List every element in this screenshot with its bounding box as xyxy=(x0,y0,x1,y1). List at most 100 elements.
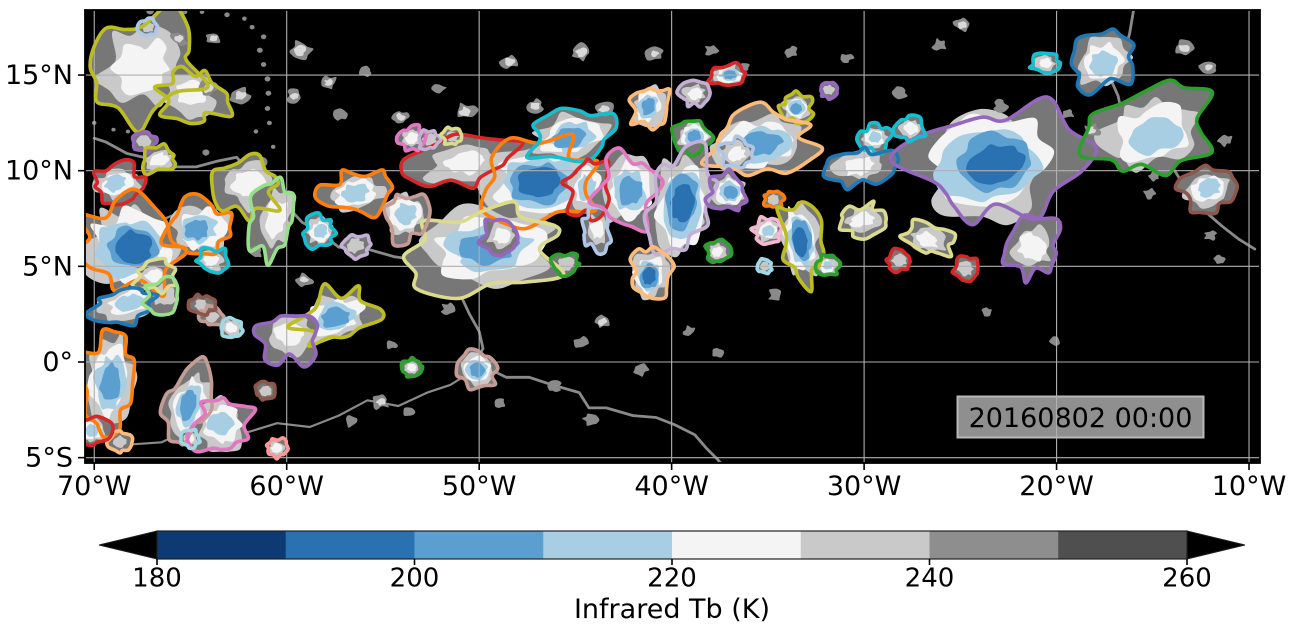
cluster-outline-blue xyxy=(1069,27,1136,97)
cloud-fill xyxy=(1128,117,1184,156)
colorbar-tick-label: 260 xyxy=(1162,563,1212,593)
cluster-outline-red xyxy=(950,254,980,284)
x-tick-label: 70°W xyxy=(57,471,132,502)
cluster-outline-peach xyxy=(104,429,135,455)
timestamp-text: 20160802 00:00 xyxy=(969,403,1193,434)
cluster-outline-magenta xyxy=(185,395,258,454)
cloud-fragment xyxy=(1217,134,1233,148)
cloud-fill xyxy=(723,185,738,200)
cloud-fill xyxy=(641,97,655,116)
cluster-outline-olive xyxy=(286,282,386,348)
cloud-fill xyxy=(670,184,696,223)
cloud-fragment-core xyxy=(958,21,967,30)
cluster-outline-khaki xyxy=(837,199,889,241)
cluster-outline-purple xyxy=(888,95,1099,227)
colorbar-segment xyxy=(157,531,287,559)
island xyxy=(256,47,263,53)
cluster-outline-magenta xyxy=(587,146,665,234)
cloud-fragment-core xyxy=(289,93,299,100)
cluster-outline-orange xyxy=(313,168,395,220)
cloud-fill xyxy=(493,227,511,244)
cloud-fill xyxy=(517,167,561,198)
cloud-fragment xyxy=(931,38,947,51)
cloud-fragment xyxy=(359,65,372,78)
y-tick-label: 0° xyxy=(42,347,73,378)
cloud-fill xyxy=(792,227,808,258)
cloud-fill xyxy=(1198,177,1221,198)
island xyxy=(111,127,116,132)
cloud-fill xyxy=(180,389,197,422)
cloud-fill xyxy=(394,202,417,226)
cluster-outline-cyan xyxy=(1027,51,1063,75)
island xyxy=(242,16,247,21)
colorbar-segment xyxy=(543,531,673,559)
cloud-fragment xyxy=(346,415,358,428)
cluster-outline-lightpurple xyxy=(642,139,720,257)
cloud-fragment-core xyxy=(174,34,184,43)
cloud-fill xyxy=(1089,50,1119,77)
timestamp-box xyxy=(956,395,1205,439)
cloud-fragment-core xyxy=(598,317,608,327)
cloud-fragment-core xyxy=(1178,44,1190,52)
cloud-fragment-core xyxy=(235,90,247,100)
colorbar-segment xyxy=(800,531,930,559)
cloud-fragment-core xyxy=(375,398,386,406)
cluster-outline-palecyan xyxy=(755,256,774,276)
x-tick-label: 30°W xyxy=(827,471,902,502)
cloud-fragment xyxy=(840,53,855,64)
cluster-outline-layer xyxy=(85,10,1240,461)
cloud-fill xyxy=(762,224,775,237)
cluster-outline-peach xyxy=(699,100,825,178)
cloud-fill xyxy=(206,411,235,436)
cloud-fill xyxy=(112,435,127,448)
map-frame xyxy=(84,9,1261,464)
axis-ticks-and-labels: 70°W 60°W 50°W 40°W 30°W 20°W 10°W 15°N 10°N 5°N 0… xyxy=(5,60,1286,502)
cloud-fragment xyxy=(784,45,798,58)
cluster-outline-rosybrown xyxy=(454,347,500,392)
cloud-fill xyxy=(270,443,282,453)
cloud-fragment xyxy=(682,325,696,336)
colorbar-segment xyxy=(1058,531,1188,559)
cloud-fragment-layer xyxy=(169,17,1233,428)
cluster-outline-peach xyxy=(628,245,677,301)
cluster-outline-lightpurple xyxy=(675,78,712,109)
cloud-fill xyxy=(149,152,170,166)
cloud-fill xyxy=(110,37,170,96)
cloud-fill xyxy=(320,306,350,328)
cloud-fill xyxy=(822,261,834,270)
x-tick-label: 50°W xyxy=(442,471,517,502)
cloud-fill xyxy=(114,293,144,312)
cloud-fill xyxy=(903,122,919,136)
x-tick-label: 60°W xyxy=(249,471,324,502)
cluster-outline-purple xyxy=(251,313,320,369)
cloud-fragment xyxy=(582,413,600,426)
cluster-outline-red xyxy=(560,157,611,223)
cloud-fill xyxy=(956,261,974,277)
cluster-outline-khaki xyxy=(401,199,566,301)
cluster-outline-lightpurple xyxy=(417,128,443,152)
colorbar-segment xyxy=(414,531,544,559)
cloud-fill xyxy=(184,219,209,241)
cluster-outline-lightgreen xyxy=(140,274,180,317)
cloud-fill xyxy=(407,363,417,372)
colorbar: 180 200 220 240 260 Infrared Tb (K) xyxy=(98,530,1246,625)
cluster-outline-red xyxy=(85,414,115,448)
cluster-outline-purple xyxy=(130,129,159,154)
cluster-outline-olive xyxy=(775,200,826,294)
island xyxy=(270,144,276,149)
cloud-fragment-core xyxy=(396,112,406,121)
cluster-outline-red xyxy=(399,132,525,191)
cloud-fragment-core xyxy=(651,50,660,58)
island xyxy=(260,34,267,40)
cluster-outline-blue xyxy=(821,145,901,192)
y-tick-label: 10°N xyxy=(5,156,73,187)
cloud-fragment-core xyxy=(598,105,610,113)
cloud-fill xyxy=(823,84,835,95)
cloud-fragment-core xyxy=(324,78,333,86)
cloud-fill xyxy=(552,127,587,149)
cloud-fragment-core xyxy=(293,45,307,57)
cloud-fill xyxy=(642,267,656,285)
cloud-fragment-core xyxy=(575,47,588,58)
cloud-fill xyxy=(313,223,328,238)
